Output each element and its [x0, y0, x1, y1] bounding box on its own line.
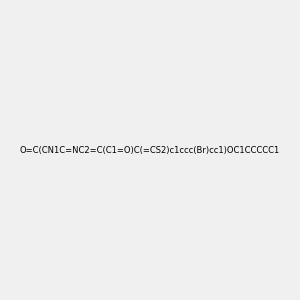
Text: O=C(CN1C=NC2=C(C1=O)C(=CS2)c1ccc(Br)cc1)OC1CCCCC1: O=C(CN1C=NC2=C(C1=O)C(=CS2)c1ccc(Br)cc1)… — [20, 146, 280, 154]
